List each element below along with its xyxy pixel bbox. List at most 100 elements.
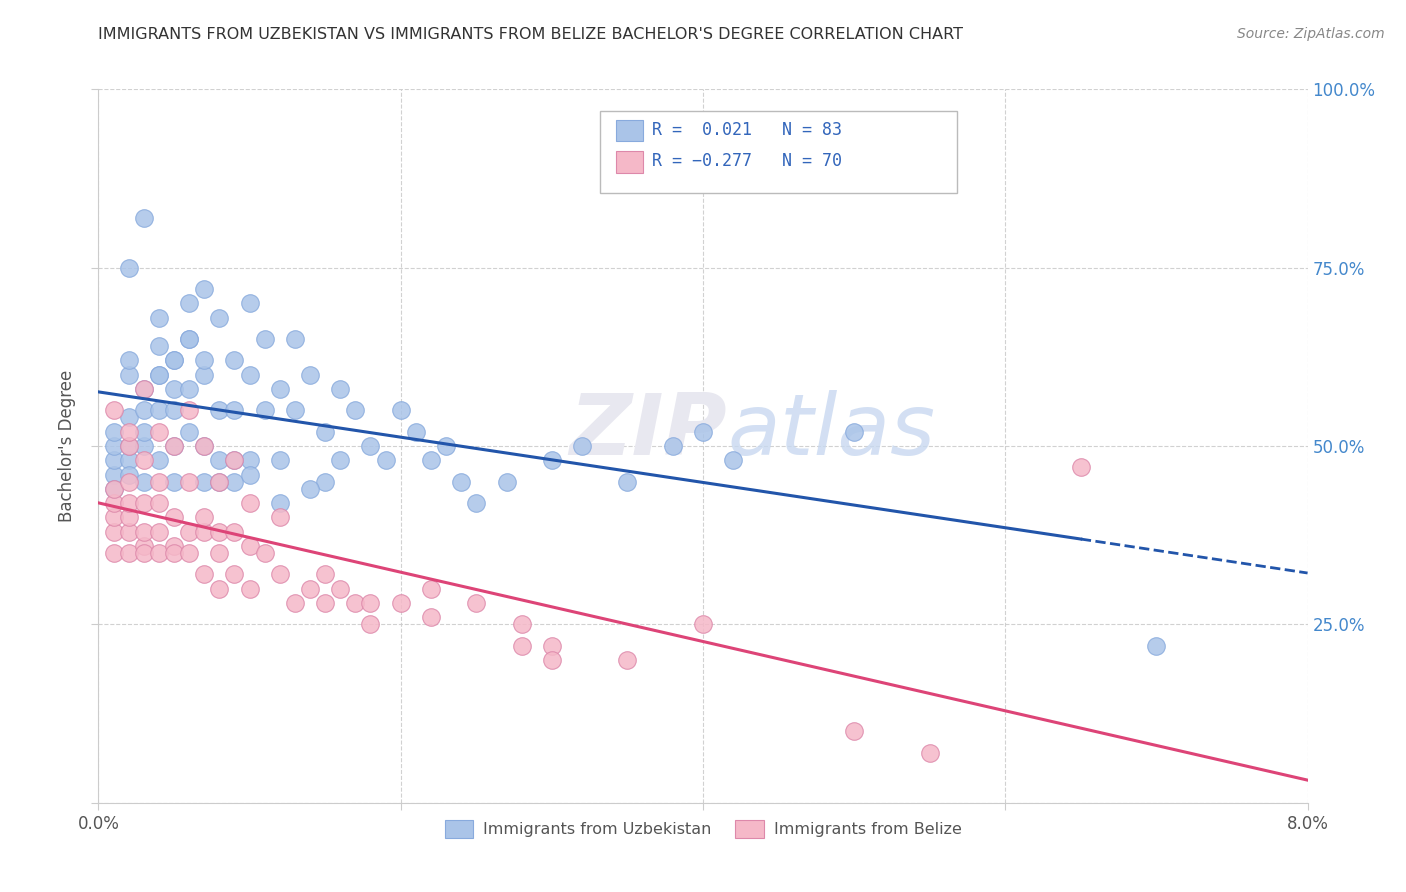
Point bbox=[148, 368, 170, 382]
Point bbox=[179, 475, 201, 489]
Point bbox=[918, 746, 941, 760]
Point bbox=[208, 475, 231, 489]
Point bbox=[103, 546, 125, 560]
Point bbox=[329, 453, 352, 467]
Point bbox=[118, 475, 141, 489]
Point bbox=[269, 567, 291, 582]
Legend: Immigrants from Uzbekistan, Immigrants from Belize: Immigrants from Uzbekistan, Immigrants f… bbox=[439, 814, 967, 845]
Point bbox=[208, 524, 231, 539]
Point bbox=[239, 496, 262, 510]
Point bbox=[148, 339, 170, 353]
Point bbox=[132, 539, 155, 553]
Text: Source: ZipAtlas.com: Source: ZipAtlas.com bbox=[1237, 27, 1385, 41]
Point bbox=[239, 467, 262, 482]
Point bbox=[132, 211, 155, 225]
Point bbox=[163, 353, 186, 368]
Point bbox=[132, 382, 155, 396]
Point bbox=[434, 439, 457, 453]
Point bbox=[193, 567, 215, 582]
Point bbox=[374, 453, 396, 467]
Point bbox=[179, 382, 201, 396]
Point bbox=[208, 453, 231, 467]
Point bbox=[193, 368, 215, 382]
Point bbox=[132, 425, 155, 439]
Point bbox=[193, 282, 215, 296]
Point bbox=[148, 524, 170, 539]
Point bbox=[163, 382, 186, 396]
Point bbox=[269, 496, 291, 510]
Point bbox=[179, 296, 201, 310]
Point bbox=[103, 524, 125, 539]
Point bbox=[389, 596, 412, 610]
Point bbox=[208, 582, 231, 596]
Point bbox=[148, 475, 170, 489]
Point bbox=[299, 482, 322, 496]
Point bbox=[224, 524, 246, 539]
Point bbox=[269, 510, 291, 524]
Point bbox=[495, 475, 517, 489]
Point bbox=[360, 617, 382, 632]
Point bbox=[193, 353, 215, 368]
Point bbox=[148, 496, 170, 510]
Point bbox=[465, 596, 488, 610]
Point bbox=[269, 382, 291, 396]
Point bbox=[163, 403, 186, 417]
Point bbox=[179, 425, 201, 439]
Point bbox=[224, 453, 246, 467]
Point bbox=[1146, 639, 1168, 653]
Point bbox=[118, 260, 141, 275]
Point bbox=[284, 403, 307, 417]
Point bbox=[118, 353, 141, 368]
Point bbox=[179, 332, 201, 346]
Point bbox=[132, 453, 155, 467]
Point bbox=[163, 475, 186, 489]
Point bbox=[540, 653, 562, 667]
Y-axis label: Bachelor's Degree: Bachelor's Degree bbox=[58, 370, 76, 522]
Point bbox=[148, 546, 170, 560]
Text: atlas: atlas bbox=[727, 390, 935, 474]
Point bbox=[208, 546, 231, 560]
Bar bbox=[616, 152, 643, 173]
Point bbox=[163, 539, 186, 553]
Point bbox=[510, 639, 533, 653]
Point bbox=[344, 596, 367, 610]
Point bbox=[450, 475, 472, 489]
Point bbox=[163, 439, 186, 453]
Point bbox=[132, 403, 155, 417]
Point bbox=[224, 353, 246, 368]
Point bbox=[132, 524, 155, 539]
Point bbox=[132, 439, 155, 453]
Point bbox=[360, 439, 382, 453]
Point bbox=[132, 382, 155, 396]
Point bbox=[344, 403, 367, 417]
Text: IMMIGRANTS FROM UZBEKISTAN VS IMMIGRANTS FROM BELIZE BACHELOR'S DEGREE CORRELATI: IMMIGRANTS FROM UZBEKISTAN VS IMMIGRANTS… bbox=[98, 27, 963, 42]
Point bbox=[329, 582, 352, 596]
Point bbox=[118, 524, 141, 539]
Point bbox=[239, 296, 262, 310]
Point bbox=[284, 596, 307, 610]
Point bbox=[239, 582, 262, 596]
Point bbox=[193, 439, 215, 453]
Point bbox=[616, 653, 638, 667]
Point bbox=[103, 482, 125, 496]
Point bbox=[208, 403, 231, 417]
Point bbox=[103, 425, 125, 439]
Point bbox=[118, 453, 141, 467]
Point bbox=[329, 382, 352, 396]
Point bbox=[224, 475, 246, 489]
Point bbox=[239, 368, 262, 382]
Point bbox=[284, 332, 307, 346]
Point bbox=[118, 368, 141, 382]
Text: R = −0.277   N = 70: R = −0.277 N = 70 bbox=[652, 153, 842, 170]
Point bbox=[103, 510, 125, 524]
Point bbox=[148, 310, 170, 325]
Point bbox=[616, 475, 638, 489]
Point bbox=[148, 453, 170, 467]
Point bbox=[148, 425, 170, 439]
Point bbox=[103, 439, 125, 453]
Point bbox=[844, 425, 866, 439]
Point bbox=[314, 425, 336, 439]
Point bbox=[118, 439, 141, 453]
Point bbox=[208, 310, 231, 325]
Point bbox=[239, 539, 262, 553]
